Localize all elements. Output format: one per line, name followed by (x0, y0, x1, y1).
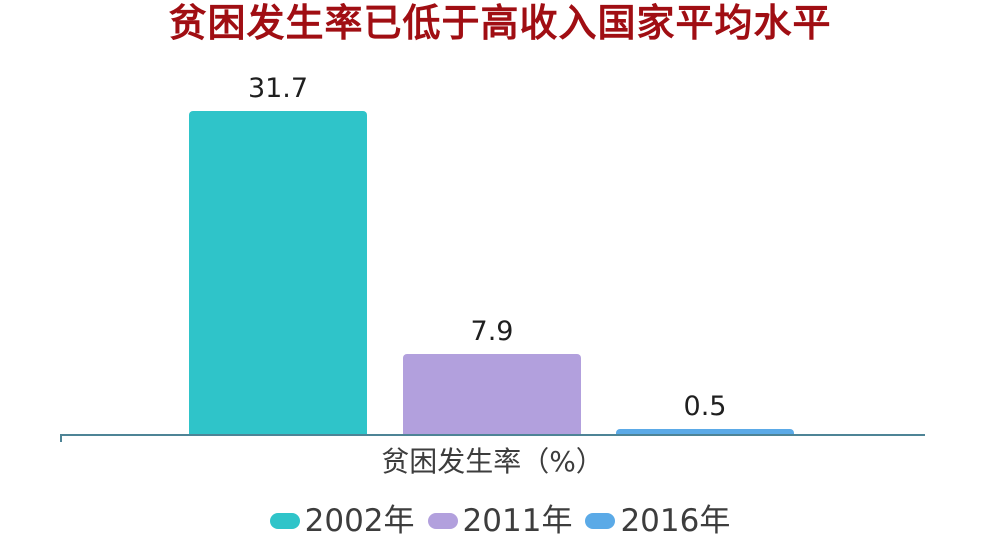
x-axis-tick (60, 434, 62, 442)
legend-label: 2011年 (462, 503, 573, 539)
x-axis-line (60, 434, 925, 436)
legend-item: 2011年 (427, 503, 573, 539)
legend-item: 2016年 (585, 504, 730, 538)
legend: 2002年 2011年 2016年 (0, 504, 1000, 538)
bar-value-label: 7.9 (470, 315, 514, 347)
bar-value-label: 31.7 (247, 72, 309, 104)
legend-swatch (269, 513, 300, 530)
x-axis-label: 贫困发生率（%） (381, 445, 604, 478)
legend-item: 2002年 (269, 503, 415, 539)
bar-value-label: 0.5 (683, 390, 727, 422)
legend-swatch (427, 513, 458, 530)
legend-label: 2002年 (304, 503, 415, 539)
chart-title: 贫困发生率已低于高收入国家平均水平 (168, 1, 832, 45)
legend-swatch (585, 513, 616, 530)
legend-label: 2016年 (620, 503, 731, 539)
bar (189, 111, 367, 434)
bar (616, 429, 794, 434)
plot-area: 31.7 7.9 0.5 (60, 72, 925, 442)
bar (403, 354, 581, 434)
